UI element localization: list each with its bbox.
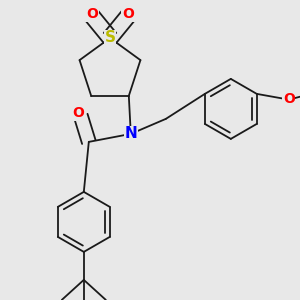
Text: N: N [124, 126, 137, 141]
Text: O: O [72, 106, 84, 120]
Text: O: O [283, 92, 295, 106]
Text: O: O [122, 7, 134, 21]
Text: S: S [104, 31, 116, 46]
Text: O: O [86, 7, 98, 21]
